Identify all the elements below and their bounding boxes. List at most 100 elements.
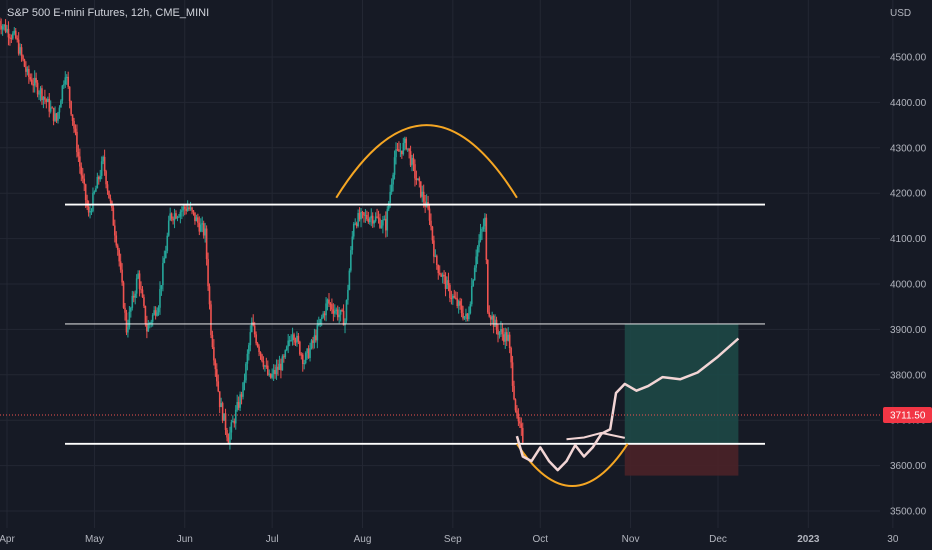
- y-tick-label: 3800.00: [890, 370, 927, 381]
- x-tick-label: Nov: [622, 534, 640, 545]
- candle-body: [411, 157, 413, 166]
- candle-body: [226, 429, 228, 438]
- candle-body: [93, 191, 96, 193]
- candle-body: [315, 335, 317, 341]
- candle-body: [255, 334, 257, 344]
- candle-body: [360, 211, 362, 220]
- candle-body: [230, 422, 233, 433]
- candle-body: [463, 316, 466, 319]
- candle-body: [70, 101, 72, 115]
- candle-body: [76, 131, 78, 153]
- candle-body: [16, 38, 18, 40]
- candle-body: [469, 304, 472, 314]
- candle-body: [116, 245, 119, 250]
- candle-body: [269, 373, 272, 378]
- candle-body: [368, 218, 371, 223]
- candle-body: [51, 107, 53, 109]
- candle-body: [186, 207, 189, 211]
- candle-body: [173, 213, 176, 221]
- candle-body: [192, 210, 195, 213]
- candle-body: [482, 226, 485, 229]
- candle-body: [52, 107, 55, 121]
- candle-body: [83, 178, 86, 185]
- position-zones: [624, 323, 739, 476]
- candle-body: [17, 39, 20, 54]
- drawings: [0, 124, 880, 488]
- candle-body: [500, 329, 502, 332]
- candle-body: [342, 310, 345, 326]
- candle-body: [39, 88, 42, 94]
- candle-body: [466, 313, 469, 320]
- candle-body: [150, 321, 153, 324]
- candle-body: [160, 285, 163, 290]
- candle-body: [387, 202, 390, 210]
- candle-body: [183, 206, 186, 209]
- candle-body: [218, 391, 221, 408]
- candle-body: [392, 174, 394, 185]
- chart-title: S&P 500 E-mini Futures, 12h, CME_MINI: [7, 7, 209, 19]
- candle-body: [138, 273, 141, 289]
- candle-body: [170, 213, 173, 219]
- candle-body: [336, 309, 339, 318]
- candle-body: [6, 28, 8, 32]
- candle-body: [440, 274, 442, 277]
- candle-body: [306, 348, 308, 354]
- candle-body: [248, 345, 250, 354]
- candle-body: [141, 289, 144, 298]
- top-arc[interactable]: [335, 124, 518, 199]
- x-tick-label: 2023: [797, 534, 820, 545]
- candle-body: [237, 402, 240, 408]
- candle-body: [208, 286, 211, 305]
- candle-body: [405, 138, 408, 150]
- candle-body: [4, 24, 7, 32]
- candle-body: [494, 319, 496, 327]
- candle-body: [398, 149, 400, 152]
- candle-body: [213, 347, 215, 361]
- candle-body: [456, 298, 459, 307]
- candle-body: [519, 421, 521, 424]
- candle-body: [428, 208, 431, 221]
- candle-body: [80, 166, 83, 176]
- candle-body: [504, 332, 507, 342]
- candle-body: [165, 250, 167, 259]
- candle-body: [119, 261, 122, 270]
- candle-body: [29, 77, 32, 80]
- candle-body: [137, 273, 139, 279]
- candle-body: [127, 327, 129, 333]
- candle-body: [44, 96, 46, 100]
- candle-body: [258, 346, 260, 353]
- currency-label: USD: [890, 8, 911, 19]
- candle-body: [438, 273, 441, 275]
- candle-body: [478, 240, 480, 247]
- candle-body: [291, 334, 294, 341]
- candle-body: [334, 311, 336, 314]
- candle-body: [338, 314, 340, 318]
- candle-body: [234, 409, 237, 424]
- candle-body: [436, 255, 438, 265]
- projection-loop[interactable]: [566, 431, 626, 441]
- candle-body: [433, 240, 435, 257]
- candle-body: [465, 313, 467, 317]
- candle-body: [437, 264, 440, 274]
- candle-body: [32, 84, 35, 86]
- x-tick-label: Dec: [709, 534, 727, 545]
- candle-body: [280, 363, 282, 371]
- candle-body: [246, 353, 249, 364]
- candle-body: [320, 317, 323, 320]
- candle-body: [386, 209, 389, 231]
- candle-body: [30, 79, 33, 85]
- candle-body: [207, 259, 209, 287]
- candle-body: [503, 334, 505, 342]
- target-zone: [624, 323, 739, 444]
- candle-body: [109, 198, 112, 202]
- candle-body: [358, 213, 361, 220]
- candle-body: [144, 305, 147, 324]
- candle-body: [300, 354, 303, 356]
- candle-body: [236, 402, 239, 410]
- candle-body: [508, 334, 511, 348]
- candle-body: [284, 350, 287, 358]
- candle-body: [227, 437, 230, 444]
- candle-body: [259, 352, 262, 355]
